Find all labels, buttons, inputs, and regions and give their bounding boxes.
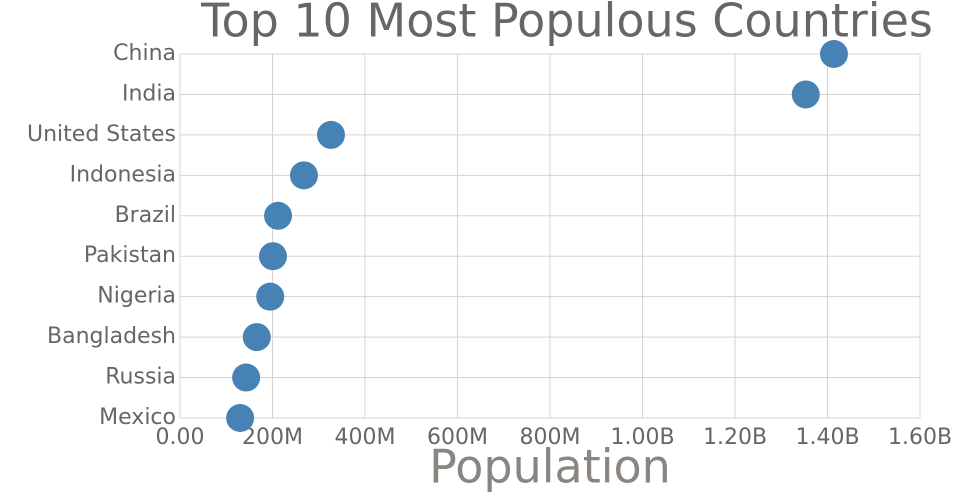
dot [791,80,820,109]
dot [256,282,285,311]
chart-title: Top 10 Most Populous Countries [200,0,933,48]
x-tick-label: 0.00 [156,425,205,450]
x-tick-label: 1.40B [795,425,859,450]
dot [289,161,318,190]
y-tick-label: Bangladesh [47,324,176,349]
dot [819,40,848,68]
y-tick-label: Brazil [115,203,176,228]
x-tick-label: 200M [242,425,303,450]
dot [258,242,287,271]
dot [226,404,255,432]
y-tick-label: Pakistan [84,243,176,268]
x-tick-label: 800M [520,425,581,450]
y-tick-label: Indonesia [70,162,176,187]
y-tick-label: China [113,41,176,66]
x-axis-title: Population [429,440,671,494]
x-tick-label: 1.60B [888,425,952,450]
x-tick-label: 1.00B [610,425,674,450]
x-tick-label: 600M [427,425,488,450]
y-tick-label: Russia [105,365,176,390]
y-tick-label: Nigeria [97,284,176,309]
x-tick-label: 400M [335,425,396,450]
dot [232,363,261,392]
y-tick-label: India [122,81,176,106]
y-tick-label: Mexico [99,405,176,430]
x-tick-label: 1.20B [703,425,767,450]
dot [264,201,293,230]
dot [242,323,271,352]
y-tick-label: United States [27,122,176,147]
dot [317,120,346,149]
